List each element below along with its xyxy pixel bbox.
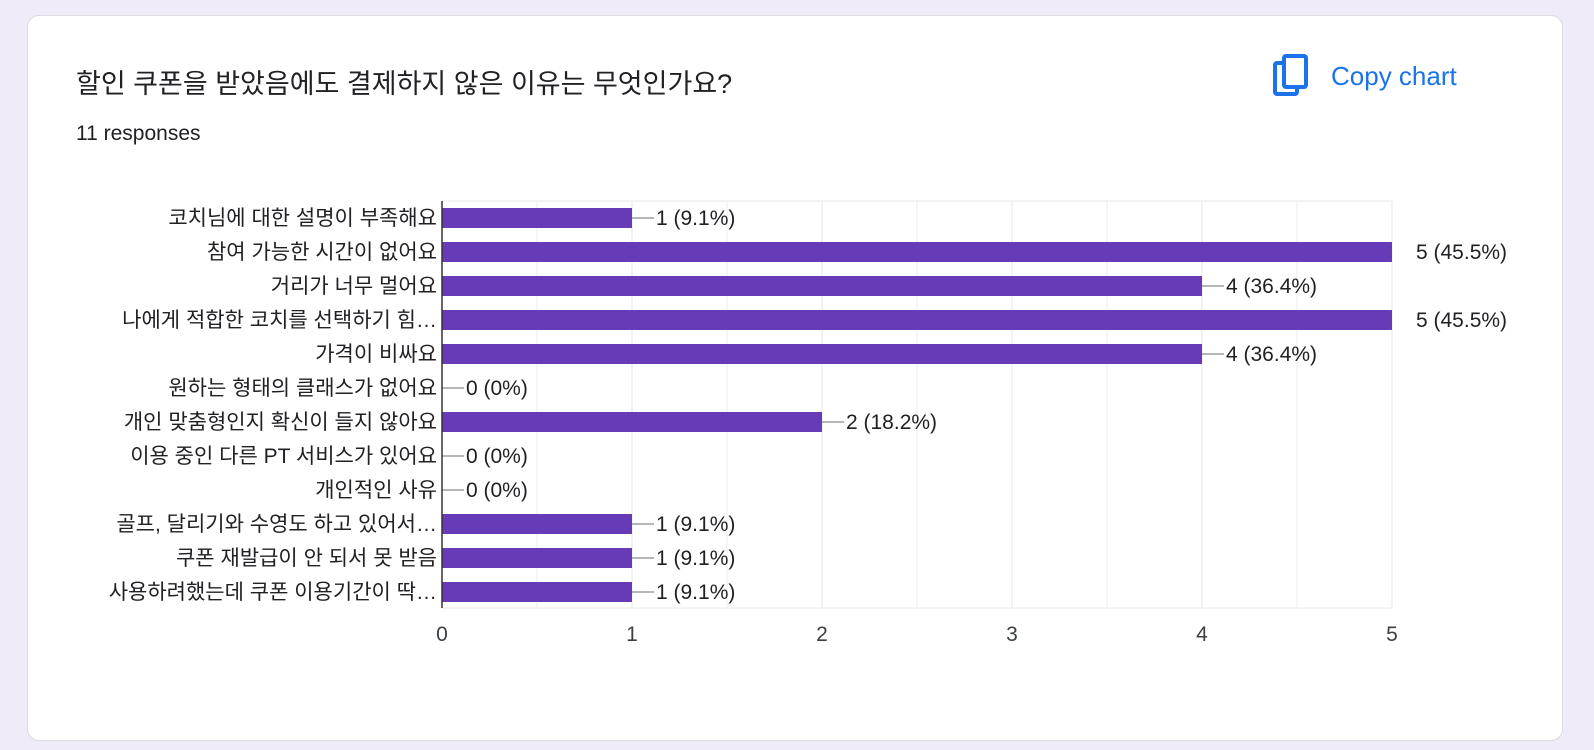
category-label: 개인 맞춤형인지 확신이 들지 않아요 — [124, 411, 437, 434]
category-label: 나에게 적합한 코치를 선택하기 힘… — [122, 309, 437, 332]
category-label: 사용하려했는데 쿠폰 이용기간이 딱… — [109, 581, 437, 604]
data-label: 0 (0%) — [466, 377, 528, 400]
bar — [442, 208, 632, 228]
data-label: 4 (36.4%) — [1226, 343, 1317, 366]
bar — [442, 276, 1202, 296]
data-label: 4 (36.4%) — [1226, 275, 1317, 298]
copy-chart-label: Copy chart — [1331, 60, 1457, 91]
data-label: 1 (9.1%) — [656, 207, 735, 230]
bar — [442, 344, 1202, 364]
x-tick-label: 4 — [1196, 623, 1208, 646]
copy-icon — [1273, 54, 1308, 96]
data-label: 1 (9.1%) — [656, 581, 735, 604]
category-label: 가격이 비싸요 — [315, 343, 437, 366]
category-label: 코치님에 대한 설명이 부족해요 — [168, 207, 437, 230]
bar — [442, 412, 822, 432]
chart-card: 할인 쿠폰을 받았음에도 결제하지 않은 이유는 무엇인가요? 11 respo… — [27, 15, 1563, 741]
data-label: 1 (9.1%) — [656, 547, 735, 570]
category-label: 쿠폰 재발급이 안 되서 못 받음 — [176, 547, 437, 570]
x-tick-label: 5 — [1386, 623, 1398, 646]
category-label: 이용 중인 다른 PT 서비스가 있어요 — [130, 445, 437, 468]
category-label: 개인적인 사유 — [315, 479, 437, 502]
data-label: 0 (0%) — [466, 445, 528, 468]
bar — [442, 514, 632, 534]
bar — [442, 582, 632, 602]
bar — [442, 242, 1392, 262]
data-label: 5 (45.5%) — [1416, 309, 1507, 332]
category-label: 원하는 형태의 클래스가 없어요 — [168, 377, 437, 400]
copy-chart-button[interactable]: Copy chart — [1273, 54, 1457, 98]
x-tick-label: 3 — [1006, 623, 1018, 646]
data-label: 5 (45.5%) — [1416, 241, 1507, 264]
category-label: 골프, 달리기와 수영도 하고 있어서… — [116, 513, 437, 536]
x-tick-label: 1 — [626, 623, 638, 646]
category-label: 거리가 너무 멀어요 — [271, 275, 437, 298]
question-title: 할인 쿠폰을 받았음에도 결제하지 않은 이유는 무엇인가요? — [76, 69, 733, 99]
category-label: 참여 가능한 시간이 없어요 — [207, 241, 437, 264]
data-label: 2 (18.2%) — [846, 411, 937, 434]
data-label: 0 (0%) — [466, 479, 528, 502]
data-label: 1 (9.1%) — [656, 513, 735, 536]
bar — [442, 548, 632, 568]
bar — [442, 310, 1392, 330]
x-tick-label: 2 — [816, 623, 828, 646]
x-tick-label: 0 — [436, 623, 448, 646]
response-count: 11 responses — [76, 122, 201, 145]
